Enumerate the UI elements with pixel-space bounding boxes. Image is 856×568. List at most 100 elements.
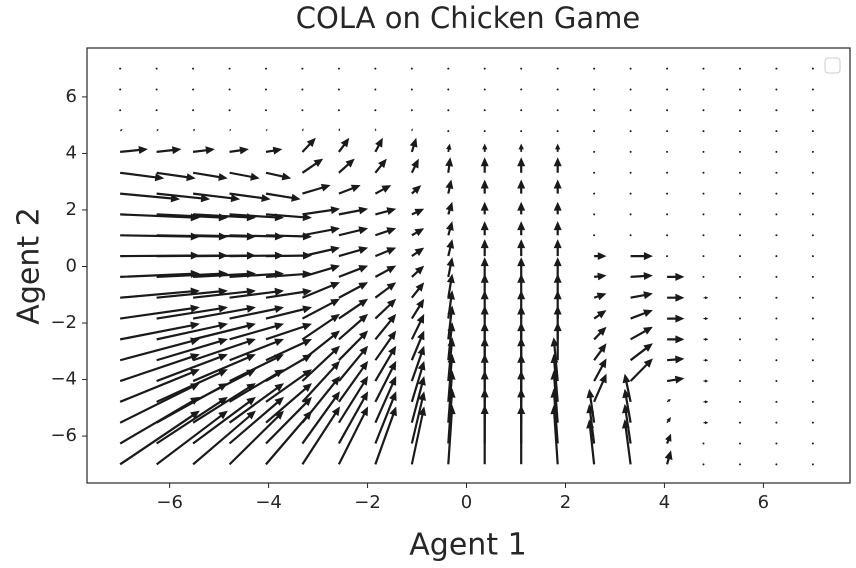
arrow (192, 396, 256, 445)
arrow (738, 463, 741, 466)
arrow (120, 269, 200, 278)
arrow (811, 192, 814, 195)
arrow (229, 251, 284, 260)
arrow (374, 345, 397, 382)
arrow (553, 179, 562, 194)
arrow (811, 171, 814, 174)
y-tick-label: −6 (50, 425, 77, 446)
arrow (520, 109, 523, 112)
arrow (410, 406, 427, 465)
arrow (338, 158, 355, 174)
arrow (302, 206, 340, 216)
arrow (265, 270, 312, 279)
arrow (374, 376, 397, 424)
arrow (775, 88, 778, 91)
arrow (374, 109, 377, 112)
arrow (192, 146, 215, 155)
arrow (120, 213, 200, 222)
arrow (301, 406, 340, 465)
arrow (629, 358, 653, 382)
arrow (775, 213, 778, 216)
arrow (667, 355, 685, 364)
x-tick-label: −2 (354, 492, 381, 513)
arrow (550, 405, 559, 465)
arrow (410, 330, 425, 361)
arrow (120, 304, 200, 320)
arrow (229, 354, 284, 382)
arrow (703, 358, 709, 362)
arrow (630, 291, 653, 300)
arrow (480, 221, 489, 236)
legend-box (824, 57, 841, 74)
arrow (265, 410, 312, 466)
arrow (301, 330, 340, 362)
arrow (265, 305, 312, 320)
arrow (593, 192, 596, 195)
arrow (374, 360, 397, 403)
arrow (265, 396, 312, 445)
arrow (374, 185, 392, 195)
x-tick-label: −6 (156, 492, 183, 513)
arrow (338, 330, 369, 361)
arrow (630, 309, 653, 320)
arrow (338, 137, 350, 153)
arrow (520, 88, 523, 91)
arrow (156, 128, 159, 132)
arrow (229, 338, 284, 362)
arrow (446, 273, 455, 298)
arrow (702, 213, 705, 216)
arrow (409, 137, 418, 153)
arrow (156, 396, 228, 445)
arrow (775, 234, 778, 237)
arrow (593, 213, 596, 216)
arrow (702, 192, 705, 195)
arrow (811, 359, 814, 362)
arrow (811, 213, 814, 216)
arrow (447, 353, 456, 402)
arrow (410, 360, 426, 403)
arrow (483, 109, 486, 112)
arrow (302, 264, 340, 278)
arrow (265, 339, 312, 362)
arrow (192, 410, 256, 466)
arrow (301, 158, 324, 174)
y-tick-label: 0 (66, 255, 77, 276)
arrow (553, 257, 562, 277)
arrow (228, 88, 231, 91)
arrow (738, 88, 741, 91)
arrow (447, 109, 450, 112)
arrow (228, 383, 284, 424)
arrow (629, 130, 632, 133)
arrow (738, 296, 741, 299)
arrow (738, 317, 741, 320)
arrow (228, 396, 284, 445)
arrow (593, 171, 596, 174)
arrow (593, 67, 596, 70)
arrow (445, 157, 454, 173)
arrow (156, 304, 228, 320)
arrow (265, 288, 312, 299)
arrow (775, 338, 778, 341)
arrow (265, 128, 268, 132)
arrow (553, 221, 562, 236)
arrow (193, 192, 241, 203)
arrow (193, 287, 256, 299)
arrow (811, 130, 814, 133)
arrow (193, 232, 256, 241)
arrow (517, 322, 526, 361)
arrow (410, 313, 425, 340)
arrow (192, 369, 256, 403)
arrow (666, 255, 669, 258)
arrow (410, 158, 419, 174)
plot-frame (86, 47, 851, 484)
arrow (338, 345, 369, 382)
arrow (738, 421, 741, 424)
arrow (553, 305, 562, 340)
arrow (338, 226, 369, 237)
arrow (667, 272, 685, 281)
arrow (120, 232, 200, 241)
arrow (411, 282, 425, 299)
arrow (374, 330, 397, 361)
arrow (192, 304, 256, 320)
arrow (265, 354, 312, 382)
